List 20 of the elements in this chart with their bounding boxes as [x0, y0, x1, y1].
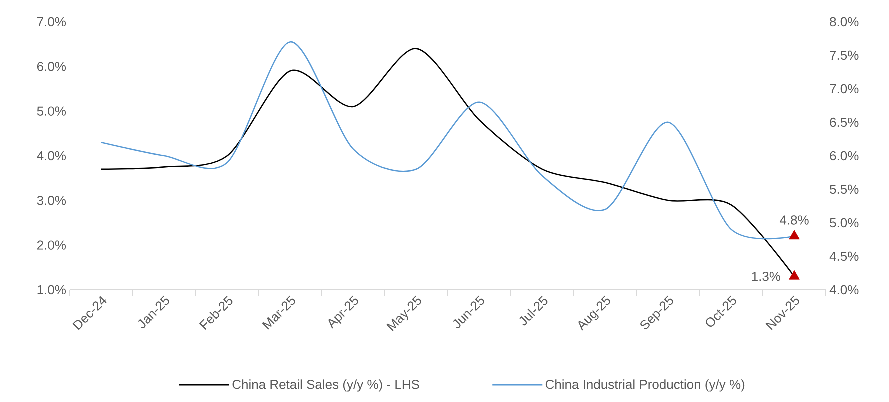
y2-tick-label: 6.0% [830, 151, 859, 161]
y-tick-label: 1.0% [38, 285, 66, 295]
y-tick-label: 4.0% [37, 151, 66, 161]
y-tick-label: 6.0% [37, 62, 66, 72]
data-label: 1.3% [752, 272, 781, 282]
y-tick-label: 3.0% [37, 196, 66, 206]
y2-tick-label: 8.0% [830, 17, 859, 27]
y2-tick-label: 5.5% [830, 184, 859, 194]
y-tick-label: 2.0% [37, 240, 66, 250]
y-tick-label: 5.0% [37, 106, 66, 116]
y2-tick-label: 7.0% [830, 84, 859, 94]
legend-label: China Retail Sales (y/y %) - LHS [232, 380, 420, 392]
data-label: 4.8% [780, 216, 809, 225]
y2-tick-label: 7.5% [830, 50, 859, 60]
legend-label: China Industrial Production (y/y %) [546, 380, 745, 392]
y2-tick-label: 5.0% [830, 218, 859, 228]
y-tick-label: 7.0% [38, 17, 66, 27]
y2-tick-label: 4.5% [830, 252, 859, 262]
y2-tick-label: 4.0% [830, 285, 859, 295]
y2-tick-label: 6.5% [830, 118, 859, 128]
